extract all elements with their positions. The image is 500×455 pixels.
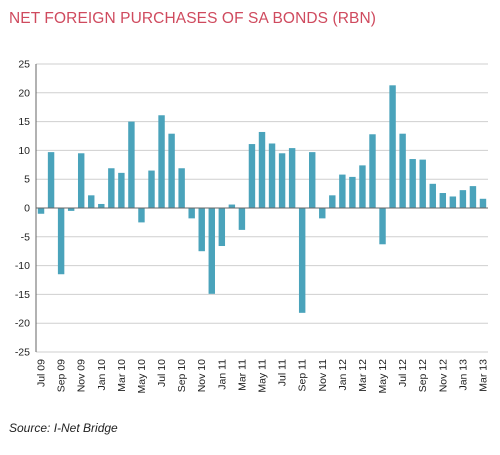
bar xyxy=(278,153,286,208)
x-tick-label: Sep 09 xyxy=(56,359,68,392)
bar xyxy=(198,208,205,252)
bars xyxy=(37,85,487,313)
bar xyxy=(238,208,246,230)
y-tick-label: 25 xyxy=(18,59,30,71)
y-tick-label: 0 xyxy=(24,203,30,215)
bar xyxy=(369,134,376,208)
x-tick-label: May 10 xyxy=(136,359,148,394)
bar xyxy=(168,133,175,208)
x-tick-label: Jan 12 xyxy=(337,359,349,391)
x-tick-label: Nov 12 xyxy=(437,359,449,392)
bar xyxy=(98,203,105,208)
bar xyxy=(268,143,276,208)
bar xyxy=(118,172,125,208)
x-tick-label: Jan 10 xyxy=(96,359,108,391)
bar xyxy=(319,208,326,219)
bar xyxy=(439,193,447,208)
x-tick-label: Jul 11 xyxy=(277,359,289,386)
x-tick-label: Mar 12 xyxy=(357,359,369,392)
x-tick-label: Jul 09 xyxy=(36,359,48,387)
y-tick-label: -10 xyxy=(15,260,30,272)
bar xyxy=(359,165,366,208)
x-tick-label: Sep 12 xyxy=(417,359,429,392)
x-tick-label: Jan 13 xyxy=(457,359,469,391)
y-tick-label: 15 xyxy=(18,116,30,128)
bar xyxy=(389,85,396,208)
bar xyxy=(329,195,336,208)
bar xyxy=(148,170,155,208)
x-tick-label: Sep 10 xyxy=(176,359,188,392)
x-tick-label: Jul 12 xyxy=(397,359,409,387)
bar xyxy=(349,176,356,208)
bar xyxy=(469,186,477,208)
x-tick-label: Mar 10 xyxy=(116,359,128,392)
x-tick-label: Jan 11 xyxy=(216,359,228,390)
bar xyxy=(379,208,386,245)
bar xyxy=(47,152,55,208)
bar xyxy=(339,174,346,208)
x-tick-label: Mar 13 xyxy=(477,359,489,392)
x-tick-label: Nov 09 xyxy=(76,359,88,392)
chart-title: NET FOREIGN PURCHASES OF SA BONDS (RBN) xyxy=(9,10,377,27)
axes xyxy=(35,64,488,352)
bar xyxy=(188,208,195,219)
bar xyxy=(108,168,115,208)
y-tick-label: -15 xyxy=(15,289,30,301)
y-tick-label: 5 xyxy=(24,174,30,186)
bar xyxy=(399,133,406,208)
y-tick-label: -25 xyxy=(15,347,30,359)
bar xyxy=(248,144,256,208)
y-tick-label: 20 xyxy=(18,87,30,99)
x-tick-label: Mar 11 xyxy=(236,359,248,391)
x-tick-label: Nov 11 xyxy=(317,359,329,392)
bar xyxy=(419,159,426,208)
x-tick-labels: Jul 09 Sep 09 Nov 09 Jan 10 Mar 10 May 10 Jul … xyxy=(36,359,490,394)
x-tick-label: Nov 10 xyxy=(196,359,208,392)
source-note: Source: I-Net Bridge xyxy=(9,421,118,435)
y-tick-label: -5 xyxy=(21,231,30,243)
x-tick-label: May 12 xyxy=(377,359,389,394)
bar xyxy=(228,204,236,208)
y-tick-labels: 25 20 15 10 5 0 -5 -10 -15 -20 -25 xyxy=(15,59,30,359)
y-tick-label: -20 xyxy=(15,318,30,330)
bar xyxy=(409,159,416,208)
bar xyxy=(429,183,436,208)
bar xyxy=(57,208,65,275)
bar xyxy=(208,208,215,294)
bar xyxy=(288,148,296,208)
bar xyxy=(449,196,457,208)
bar xyxy=(218,208,226,247)
bar xyxy=(479,198,487,208)
bar xyxy=(158,115,165,208)
bar xyxy=(178,168,185,208)
bar xyxy=(459,190,467,208)
bar xyxy=(298,208,306,313)
bar xyxy=(258,131,266,208)
bar xyxy=(88,195,95,208)
x-tick-label: May 11 xyxy=(257,359,269,393)
x-tick-label: Sep 11 xyxy=(297,359,309,392)
bar xyxy=(128,121,135,208)
y-tick-label: 10 xyxy=(18,145,30,157)
bar xyxy=(37,208,45,214)
bar xyxy=(309,152,316,208)
x-tick-label: Jul 10 xyxy=(156,359,168,387)
bar xyxy=(138,208,145,223)
bar xyxy=(77,153,85,208)
bar xyxy=(67,208,75,211)
